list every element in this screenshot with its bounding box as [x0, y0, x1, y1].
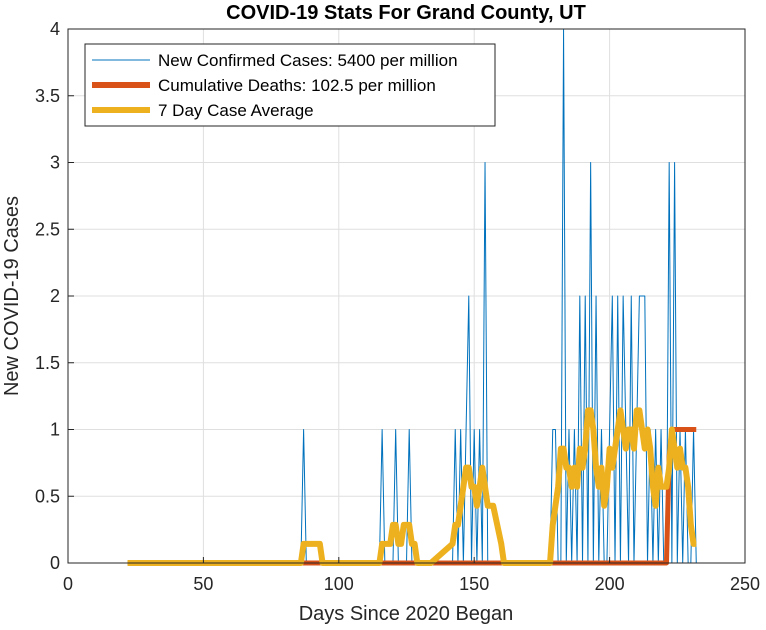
y-tick-label: 1 — [50, 420, 60, 440]
y-tick-label: 4 — [50, 19, 60, 39]
y-tick-label: 3 — [50, 153, 60, 173]
x-axis-label: Days Since 2020 Began — [299, 603, 514, 625]
x-tick-label: 100 — [324, 574, 354, 594]
x-tick-label: 200 — [595, 574, 625, 594]
x-tick-label: 50 — [193, 574, 213, 594]
chart-title: COVID-19 Stats For Grand County, UT — [226, 2, 586, 24]
legend-label-deaths: Cumulative Deaths: 102.5 per million — [158, 76, 436, 95]
y-tick-label: 0.5 — [35, 486, 60, 506]
y-tick-label: 1.5 — [35, 353, 60, 373]
series-line-new-cases — [127, 28, 697, 564]
x-tick-label: 150 — [459, 574, 489, 594]
legend-label-7-day-average: 7 Day Case Average — [158, 101, 314, 120]
y-tick-label: 3.5 — [35, 86, 60, 106]
x-tick-label: 250 — [730, 574, 760, 594]
legend-label-new-cases: New Confirmed Cases: 5400 per million — [158, 51, 458, 70]
ticks: 0 50 100 150 200 250 0 0.5 1 1.5 2 2.5 3 3.5 4 — [35, 19, 760, 594]
y-axis-label: New COVID-19 Cases — [1, 196, 23, 396]
series-line-7-day-average — [127, 407, 697, 566]
series-layer — [127, 28, 697, 566]
legend-box — [84, 43, 496, 127]
y-tick-label: 2.5 — [35, 219, 60, 239]
x-tick-label: 0 — [63, 574, 73, 594]
y-tick-label: 0 — [50, 553, 60, 573]
y-tick-label: 2 — [50, 286, 60, 306]
legend: New Confirmed Cases: 5400 per million Cu… — [84, 43, 496, 127]
